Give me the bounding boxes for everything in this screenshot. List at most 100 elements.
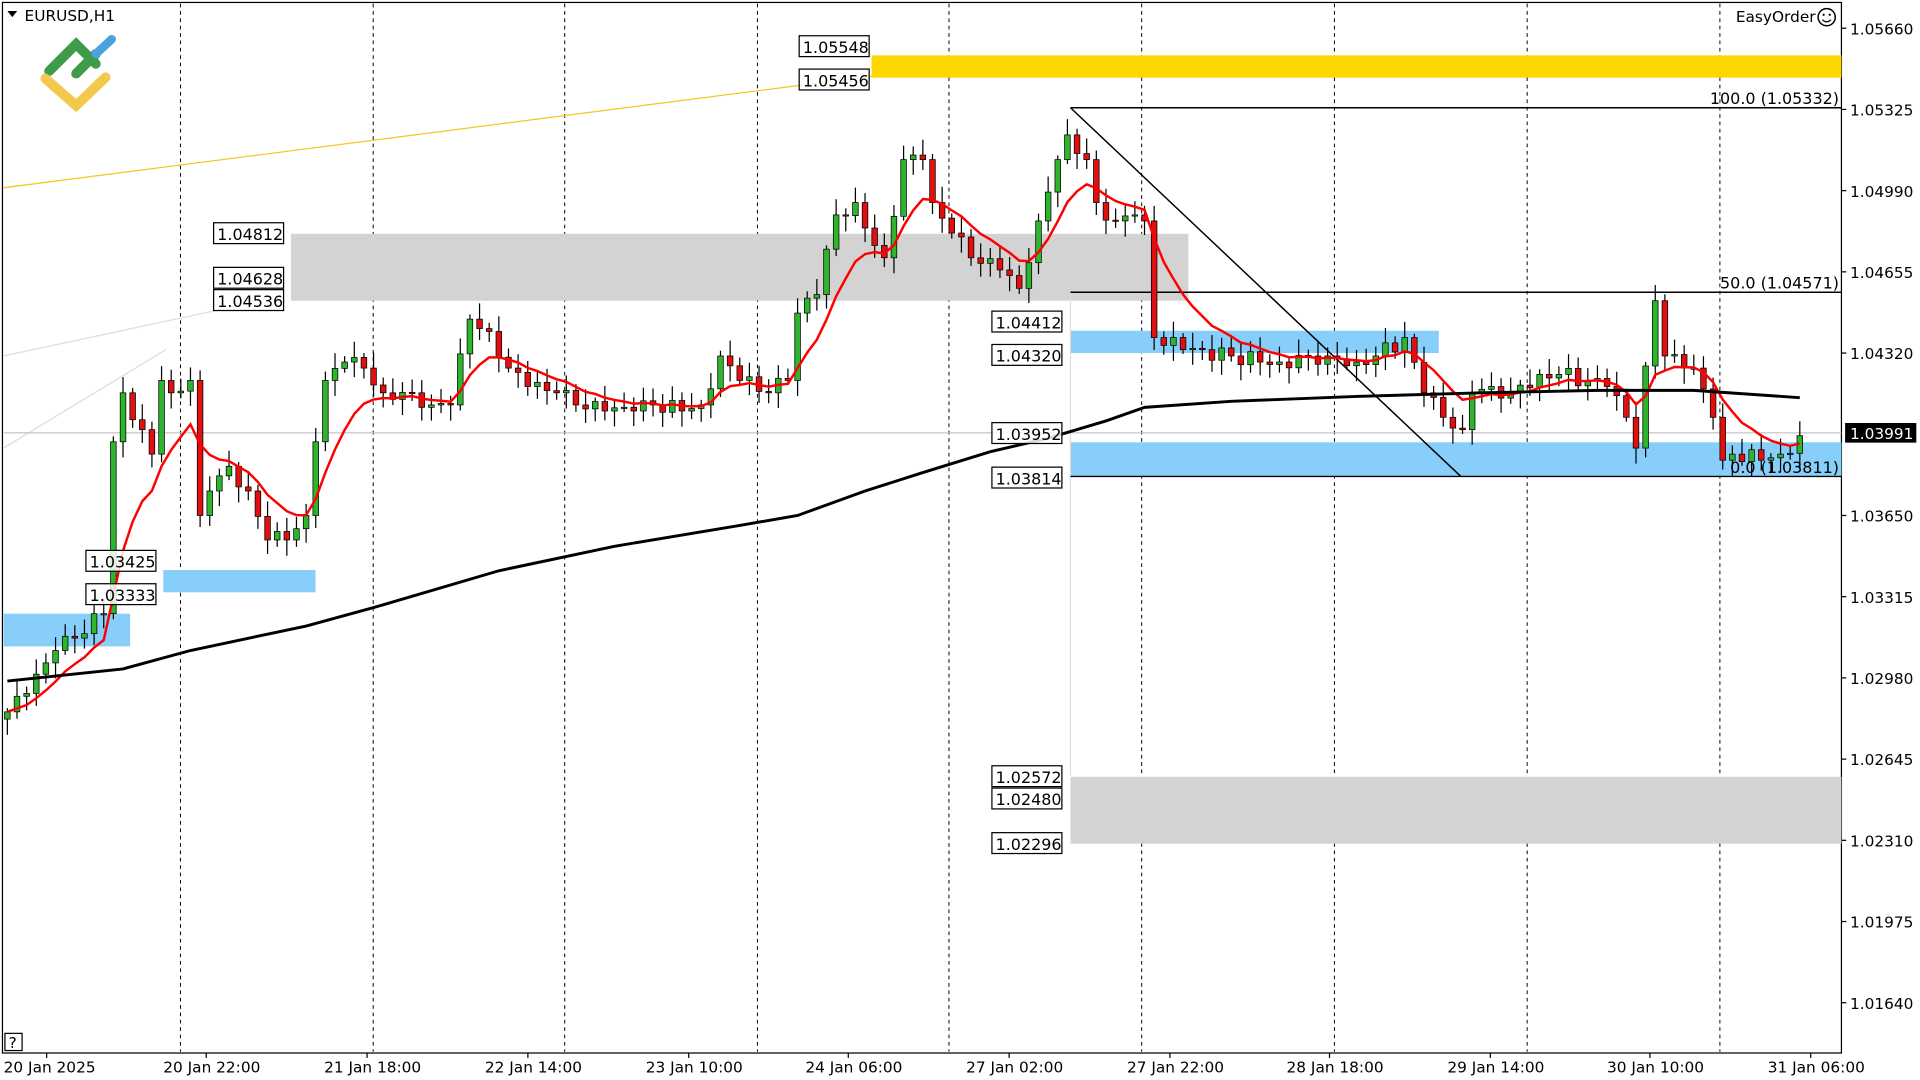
price-level-box [85,549,157,572]
bear-candle [861,202,869,229]
bear-candle [1256,351,1264,363]
bear-candle [1016,275,1023,289]
price-level-label: 1.04812 [217,225,283,244]
bull-candle [1729,453,1736,461]
bear-candle [736,365,743,381]
bear-candle [380,384,387,394]
bear-candle [1411,337,1418,363]
bear-candle [245,486,252,492]
symbol-title[interactable]: EURUSD,H1 [25,7,115,25]
bear-candle [283,531,291,541]
bull-candle [717,355,724,390]
price-axis-label: 1.02980 [1850,670,1913,688]
price-axis-label: 1.05325 [1850,102,1913,120]
bull-candle [1565,367,1572,375]
bear-candle [996,258,1004,271]
bull-candle [794,312,801,381]
price-axis-label: 1.04655 [1850,264,1913,282]
bull-candle [312,441,319,516]
bear-candle [264,516,271,541]
bear-candle [543,381,551,392]
bear-candle [572,390,580,406]
symbol-dropdown-icon[interactable] [7,11,18,18]
bull-candle [852,202,859,217]
bull-candle [1295,354,1302,369]
price-level-label: 1.03333 [90,586,156,605]
bear-candle [630,406,637,412]
bear-candle [1208,349,1216,361]
bull-candle [1131,214,1139,217]
bull-candle [746,376,753,381]
bear-candle [71,635,79,639]
bear-candle [1574,367,1582,387]
bull-candle [177,390,185,394]
price-axis-label: 1.03650 [1850,508,1913,526]
bull-candle [1276,361,1283,365]
fib-level-label: 50.0 (1.04571) [1720,274,1839,293]
bull-candle [1671,354,1678,357]
bull-candle [1189,347,1196,351]
bear-candle [1102,202,1110,221]
bear-candle [1738,453,1746,462]
price-level-box [991,422,1063,445]
current-price-tag [1845,422,1917,443]
bull-candle [611,407,618,412]
bull-candle [52,650,59,664]
bull-candle [81,633,88,639]
bull-candle [1025,262,1033,289]
bull-candle [341,361,348,369]
bull-candle [1652,300,1659,367]
bull-candle [832,214,840,250]
bull-candle [457,353,464,406]
bear-candle [129,392,136,421]
price-axis-label: 1.01975 [1850,914,1913,932]
bear-candle [601,401,609,412]
price-level-box [991,832,1063,855]
price-level-box [991,765,1063,788]
price-level-label: 1.03952 [996,425,1062,444]
bear-candle [514,367,522,373]
bear-candle [1526,384,1534,389]
bull-candle [1767,457,1775,461]
demand-zone [163,570,316,593]
bear-candle [726,355,734,367]
time-axis-label: 28 Jan 18:00 [1287,1059,1384,1077]
bull-candle [274,531,281,541]
time-axis-label: 30 Jan 10:00 [1607,1059,1704,1077]
bull-candle [1122,215,1129,222]
bear-candle [1449,416,1457,429]
bear-candle [148,429,156,455]
bear-candle [254,490,262,517]
price-level-label: 1.04412 [996,313,1062,332]
help-label[interactable]: ? [9,1034,17,1052]
bear-candle [495,331,503,358]
help-button[interactable] [4,1032,23,1052]
bear-candle [1623,395,1630,418]
price-level-box [991,787,1063,810]
bull-candle [61,635,69,651]
time-axis-label: 27 Jan 02:00 [966,1059,1063,1077]
bull-candle [302,515,310,530]
easyorder-label[interactable]: EasyOrder [1736,8,1816,26]
bear-candle [1391,342,1399,353]
time-axis-label: 27 Jan 22:00 [1127,1059,1224,1077]
bull-candle [293,528,300,541]
bear-candle [948,217,955,234]
bull-candle [620,406,628,409]
smiley-icon[interactable] [1817,7,1837,27]
price-axis-label: 1.05660 [1850,20,1913,38]
axes: 1.05660 1.05325 1.04990 1.04655 1.04320 1.036… [4,20,1917,1077]
bear-candle [1285,361,1293,369]
bear-candle [553,390,560,394]
demand-zone [1070,442,1842,476]
bear-candle [1160,337,1167,346]
trend-line [3,306,234,357]
bull-candle [987,258,994,264]
level-labels: 100.0 (1.05332) 50.0 (1.04571) 0.0 (1.0381… [85,35,1839,855]
bear-candle [505,356,512,369]
bear-candle [1150,220,1158,338]
time-axis-label: 31 Jan 06:00 [1768,1059,1865,1077]
bear-candle [1112,219,1119,222]
chart-area[interactable] [1,1,1843,1054]
